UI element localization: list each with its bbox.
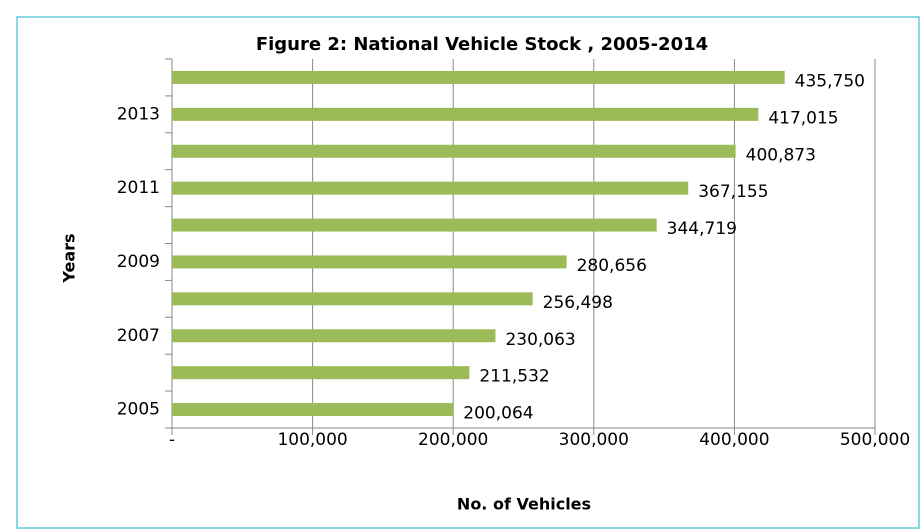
- bar: [172, 144, 736, 158]
- bar: [172, 255, 567, 269]
- x-tick-label: 300,000: [559, 430, 629, 450]
- data-label: 256,498: [543, 293, 613, 313]
- data-label: 435,750: [795, 71, 865, 91]
- data-label: 211,532: [479, 367, 549, 387]
- data-label: 400,873: [746, 145, 816, 165]
- chart-title: Figure 2: National Vehicle Stock , 2005-…: [256, 34, 708, 55]
- bar: [172, 366, 470, 380]
- x-tick-label: 100,000: [277, 430, 347, 450]
- bar: [172, 181, 689, 195]
- data-label: 230,063: [505, 330, 575, 350]
- x-tick-label: 200,000: [418, 430, 488, 450]
- data-label: 367,155: [698, 182, 768, 202]
- bar: [172, 292, 533, 306]
- y-tick-label: 2007: [117, 326, 160, 346]
- y-tick-label: 2005: [117, 400, 160, 420]
- frame: [16, 16, 920, 529]
- data-label: 417,015: [768, 108, 838, 128]
- bar: [172, 70, 785, 84]
- data-label: 344,719: [667, 219, 737, 239]
- x-tick-label: 500,000: [840, 430, 910, 450]
- bar: [172, 218, 657, 232]
- y-tick-label: 2009: [117, 252, 160, 272]
- y-tick-label: 2013: [117, 104, 160, 124]
- bar: [172, 403, 454, 417]
- bar: [172, 107, 759, 121]
- x-axis-label: No. of Vehicles: [457, 495, 591, 514]
- data-label: 280,656: [577, 256, 647, 276]
- x-tick-label: 400,000: [699, 430, 769, 450]
- bar: [172, 329, 496, 343]
- x-tick-label: -: [169, 430, 175, 450]
- data-label: 200,064: [463, 404, 533, 424]
- y-tick-label: 2011: [117, 178, 160, 198]
- y-axis-label: Years: [60, 233, 79, 283]
